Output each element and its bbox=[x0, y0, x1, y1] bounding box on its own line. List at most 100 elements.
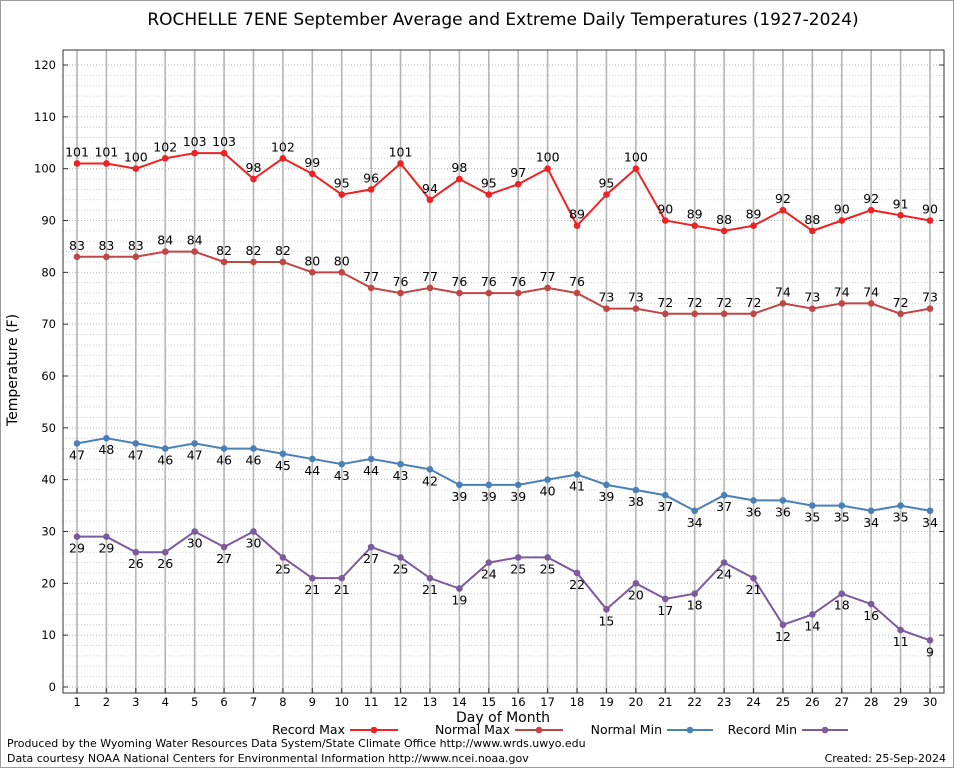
record-max-data-label: 98 bbox=[451, 160, 467, 175]
record-max-data-label: 90 bbox=[922, 202, 938, 217]
record-min-data-label: 26 bbox=[128, 556, 144, 571]
normal-max-point bbox=[691, 310, 698, 318]
y-tick-label: 0 bbox=[49, 680, 56, 694]
record-min-point bbox=[103, 533, 110, 540]
legend-marker-record-max bbox=[370, 726, 378, 734]
normal-min-data-label: 44 bbox=[304, 463, 320, 478]
normal-max-point bbox=[632, 305, 640, 312]
normal-max-point bbox=[544, 284, 551, 292]
record-max-data-label: 101 bbox=[65, 144, 89, 159]
legend-label-record-min: Record Min bbox=[728, 722, 797, 737]
record-min-point bbox=[544, 554, 551, 561]
normal-min-point bbox=[367, 455, 375, 463]
y-tick-label: 80 bbox=[41, 265, 56, 279]
normal-min-data-label: 35 bbox=[893, 510, 909, 525]
record-min-data-label: 19 bbox=[451, 593, 467, 608]
normal-max-data-label: 84 bbox=[187, 233, 203, 248]
normal-min-point bbox=[279, 450, 287, 458]
record-max-data-label: 88 bbox=[804, 212, 820, 227]
record-min-point bbox=[367, 543, 375, 551]
normal-max-data-label: 74 bbox=[863, 284, 879, 299]
record-max-point bbox=[132, 165, 140, 172]
normal-min-point bbox=[632, 486, 640, 494]
record-min-data-label: 17 bbox=[657, 603, 673, 618]
x-tick-label: 1 bbox=[73, 695, 80, 709]
record-max-point bbox=[220, 149, 228, 157]
record-min-point bbox=[926, 637, 934, 644]
record-max-point bbox=[926, 217, 934, 224]
footer-produced-by: Produced by the Wyoming Water Resources … bbox=[7, 737, 586, 750]
normal-min-data-label: 34 bbox=[863, 515, 879, 530]
normal-min-point bbox=[250, 445, 257, 452]
normal-max-data-label: 80 bbox=[334, 253, 350, 268]
normal-max-point bbox=[103, 253, 110, 261]
y-tick-label: 20 bbox=[41, 576, 56, 590]
x-tick-label: 2 bbox=[103, 695, 110, 709]
record-min-data-label: 25 bbox=[510, 561, 526, 576]
normal-max-point bbox=[161, 248, 169, 255]
normal-max-data-label: 82 bbox=[275, 243, 291, 258]
record-max-data-label: 100 bbox=[124, 150, 148, 165]
normal-min-data-label: 47 bbox=[187, 447, 203, 462]
record-min-point bbox=[573, 569, 581, 577]
record-min-data-label: 18 bbox=[834, 598, 850, 613]
x-tick-label: 21 bbox=[658, 695, 673, 709]
series-lines bbox=[73, 149, 934, 644]
record-min-point bbox=[132, 548, 140, 556]
record-min-point bbox=[250, 528, 257, 535]
record-max-data-label: 92 bbox=[775, 191, 791, 206]
normal-min-point bbox=[132, 440, 140, 447]
y-tick-label: 110 bbox=[34, 110, 56, 124]
x-tick-label: 14 bbox=[452, 695, 467, 709]
normal-min-point bbox=[897, 502, 904, 509]
record-min-data-label: 18 bbox=[687, 598, 703, 613]
record-max-point bbox=[632, 165, 640, 172]
record-max-data-label: 89 bbox=[746, 207, 762, 222]
normal-max-point bbox=[73, 253, 81, 261]
normal-min-data-label: 42 bbox=[422, 473, 438, 488]
y-tick-label: 60 bbox=[41, 369, 56, 383]
x-tick-label: 8 bbox=[279, 695, 286, 709]
normal-min-point bbox=[309, 455, 316, 463]
x-tick-label: 4 bbox=[162, 695, 169, 709]
normal-max-point bbox=[809, 305, 816, 312]
record-max-point bbox=[103, 160, 110, 167]
footer-data-courtesy: Data courtesy NOAA National Centers for … bbox=[7, 752, 529, 765]
record-min-point bbox=[309, 574, 316, 582]
record-max-point bbox=[338, 191, 346, 198]
record-max-data-label: 96 bbox=[363, 170, 379, 185]
normal-min-data-label: 38 bbox=[628, 494, 644, 509]
x-tick-label: 30 bbox=[923, 695, 938, 709]
normal-max-point bbox=[426, 284, 434, 292]
record-max-point bbox=[867, 206, 875, 214]
record-max-line bbox=[77, 152, 931, 232]
record-max-point bbox=[250, 175, 257, 183]
record-max-point bbox=[661, 217, 669, 224]
chart-title: ROCHELLE 7ENE September Average and Extr… bbox=[147, 10, 858, 30]
record-min-point bbox=[779, 621, 787, 629]
normal-max-data-label: 83 bbox=[69, 238, 85, 253]
record-min-point bbox=[867, 600, 875, 608]
record-min-data-label: 26 bbox=[157, 556, 173, 571]
record-min-point bbox=[338, 574, 346, 582]
record-max-point bbox=[309, 170, 316, 178]
record-min-point bbox=[456, 585, 463, 592]
normal-min-data-label: 46 bbox=[216, 453, 232, 468]
x-tick-label: 27 bbox=[834, 695, 849, 709]
x-tick-label: 6 bbox=[220, 695, 227, 709]
record-max-point bbox=[161, 155, 169, 162]
record-max-point bbox=[750, 222, 757, 229]
y-tick-label: 40 bbox=[41, 473, 56, 487]
normal-min-data-label: 34 bbox=[922, 515, 938, 530]
x-tick-label: 10 bbox=[334, 695, 349, 709]
legend-label-record-max: Record Max bbox=[272, 722, 345, 737]
x-tick-label: 20 bbox=[629, 695, 644, 709]
normal-min-point bbox=[456, 481, 463, 489]
legend-marker-normal-min bbox=[686, 726, 694, 734]
record-max-data-label: 94 bbox=[422, 181, 438, 196]
record-max-point bbox=[544, 165, 551, 172]
record-max-data-label: 99 bbox=[304, 155, 320, 170]
normal-max-data-label: 73 bbox=[804, 290, 820, 305]
normal-max-data-label: 72 bbox=[716, 295, 732, 310]
